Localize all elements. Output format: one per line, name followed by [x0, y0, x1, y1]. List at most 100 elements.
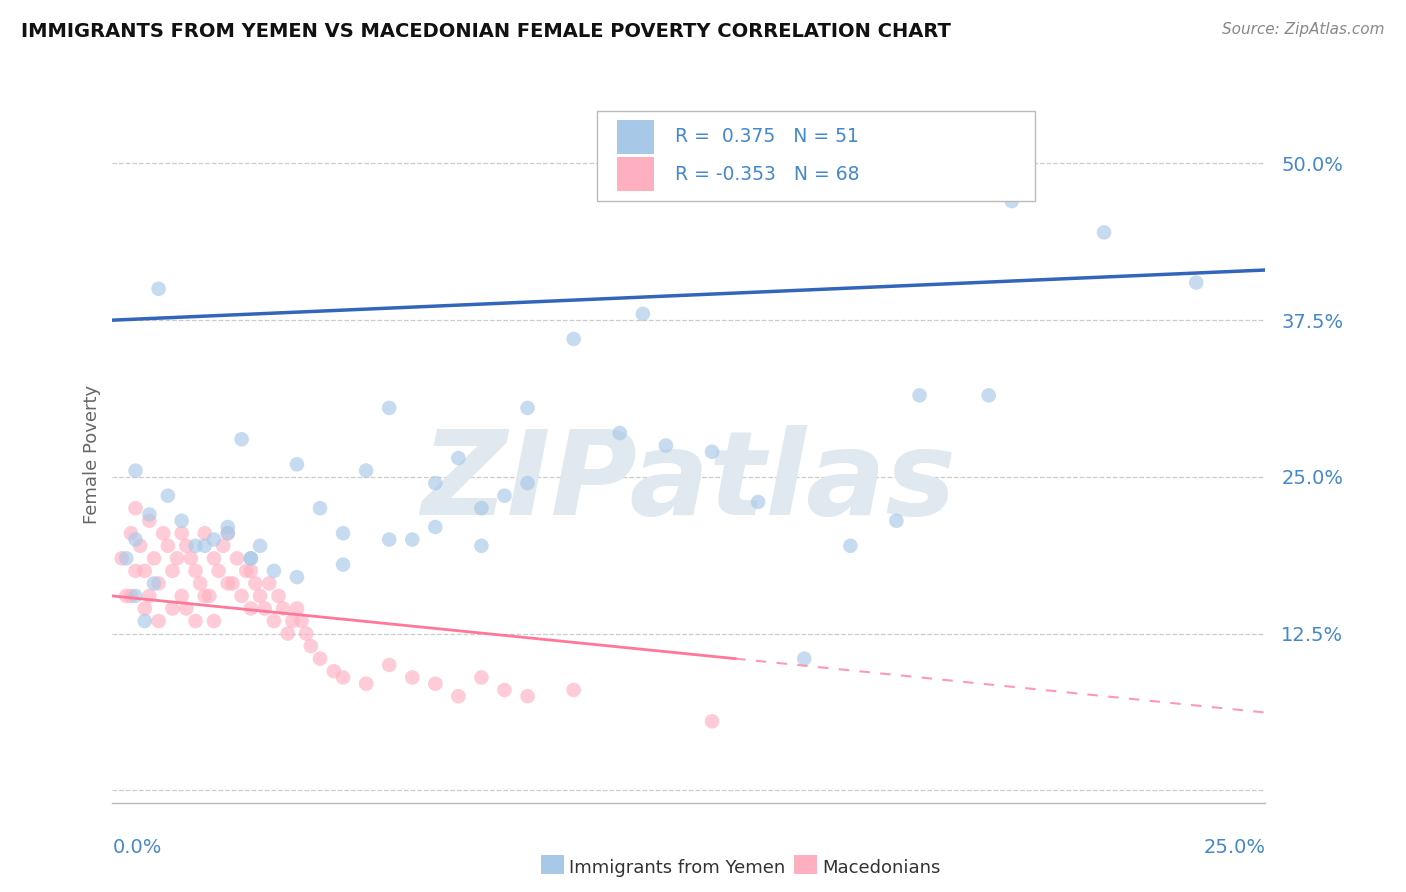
Point — [156, 489, 179, 503]
Point — [609, 425, 631, 440]
Point — [285, 458, 308, 472]
Point — [235, 564, 257, 578]
Point — [354, 676, 377, 690]
Point — [170, 526, 193, 541]
Point — [309, 651, 332, 665]
Point — [217, 576, 239, 591]
Point — [194, 539, 217, 553]
Point — [180, 551, 202, 566]
Point — [562, 332, 585, 346]
Point — [188, 576, 211, 591]
Point — [516, 690, 538, 704]
Point — [162, 564, 184, 578]
Point — [562, 683, 585, 698]
Point — [217, 526, 239, 541]
Point — [655, 438, 678, 452]
Point — [295, 626, 318, 640]
Point — [143, 551, 166, 566]
Point — [124, 589, 146, 603]
Point — [170, 514, 193, 528]
Point — [221, 576, 243, 591]
Point — [271, 601, 294, 615]
Point — [134, 564, 156, 578]
Point — [747, 495, 769, 509]
Point — [285, 601, 308, 615]
Point — [277, 626, 299, 640]
Point — [138, 508, 160, 522]
Bar — [617, 157, 654, 191]
Point — [401, 670, 423, 684]
Text: 0.0%: 0.0% — [112, 838, 162, 856]
Point — [143, 576, 166, 591]
Point — [194, 526, 217, 541]
Point — [184, 614, 207, 628]
Bar — [617, 120, 654, 153]
Point — [245, 576, 267, 591]
Point — [115, 589, 138, 603]
Point — [470, 670, 492, 684]
Point — [290, 614, 312, 628]
Point — [253, 601, 276, 615]
Point — [124, 464, 146, 478]
Point — [202, 533, 225, 547]
Point — [494, 683, 516, 698]
Text: Source: ZipAtlas.com: Source: ZipAtlas.com — [1222, 22, 1385, 37]
Point — [516, 476, 538, 491]
Point — [115, 551, 138, 566]
Point — [124, 501, 146, 516]
Point — [198, 589, 221, 603]
Point — [470, 501, 492, 516]
Text: R =  0.375   N = 51: R = 0.375 N = 51 — [675, 128, 859, 146]
Point — [134, 601, 156, 615]
Point — [378, 533, 401, 547]
Point — [793, 651, 815, 665]
Point — [259, 576, 281, 591]
Point — [212, 539, 235, 553]
Point — [194, 589, 217, 603]
Point — [170, 589, 193, 603]
Point — [281, 614, 304, 628]
Point — [239, 551, 262, 566]
Point — [226, 551, 249, 566]
Point — [470, 539, 492, 553]
Point — [447, 451, 470, 466]
Point — [425, 676, 447, 690]
Point — [516, 401, 538, 415]
Point — [299, 639, 322, 653]
Point — [156, 539, 179, 553]
Point — [249, 589, 271, 603]
Text: ZIPatlas: ZIPatlas — [422, 425, 956, 541]
Point — [124, 533, 146, 547]
Point — [239, 601, 262, 615]
Point — [285, 570, 308, 584]
Point — [267, 589, 290, 603]
Text: R = -0.353   N = 68: R = -0.353 N = 68 — [675, 165, 859, 184]
Bar — [596, 111, 1035, 201]
Point — [332, 558, 354, 572]
Point — [401, 533, 423, 547]
Point — [239, 564, 262, 578]
Text: 25.0%: 25.0% — [1204, 838, 1265, 856]
Point — [354, 464, 377, 478]
Point — [447, 690, 470, 704]
Point — [148, 614, 170, 628]
Point — [174, 539, 197, 553]
Point — [700, 714, 723, 729]
Point — [700, 444, 723, 458]
Point — [120, 526, 142, 541]
Point — [425, 476, 447, 491]
Point — [378, 657, 401, 672]
Point — [1092, 226, 1115, 240]
Point — [202, 551, 225, 566]
Point — [217, 526, 239, 541]
Point — [148, 576, 170, 591]
Point — [249, 539, 271, 553]
Point — [231, 432, 253, 446]
Point — [138, 514, 160, 528]
Point — [908, 388, 931, 402]
Text: Macedonians: Macedonians — [823, 859, 941, 877]
Point — [111, 551, 134, 566]
Point — [239, 551, 262, 566]
Point — [332, 670, 354, 684]
Point — [129, 539, 152, 553]
